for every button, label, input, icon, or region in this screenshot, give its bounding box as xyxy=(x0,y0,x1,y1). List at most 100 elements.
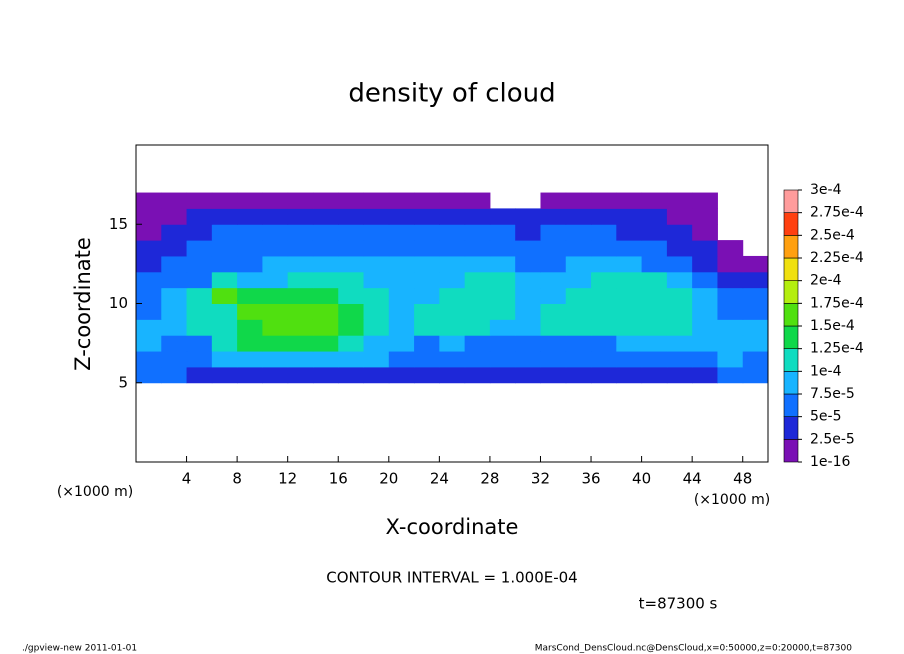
colorbar-label: 5e-5 xyxy=(810,409,841,425)
x-tick-label: 20 xyxy=(379,470,398,488)
heatmap-cell xyxy=(464,224,491,241)
heatmap-cell xyxy=(287,224,314,241)
heatmap-cell xyxy=(540,240,567,257)
heatmap-cell xyxy=(591,319,617,336)
heatmap-cell xyxy=(616,351,643,368)
colorbar-box xyxy=(783,303,799,327)
heatmap-cell xyxy=(565,224,592,241)
heatmap-cell xyxy=(540,271,567,289)
heatmap-cell xyxy=(414,224,440,241)
heatmap-cell xyxy=(641,271,668,289)
heatmap-cell xyxy=(540,319,567,336)
heatmap-cell xyxy=(414,351,440,368)
heatmap-cell xyxy=(287,351,314,368)
colorbar-label: 1.5e-4 xyxy=(810,318,855,334)
heatmap-cell xyxy=(186,366,213,384)
heatmap-cell xyxy=(591,303,617,320)
heatmap-cell xyxy=(439,351,466,368)
heatmap-cell xyxy=(186,351,213,368)
footer-left: ./gpview-new 2011-01-01 xyxy=(22,644,137,654)
heatmap-cell xyxy=(616,319,643,336)
heatmap-cell xyxy=(211,351,238,368)
heatmap-cell xyxy=(591,224,617,241)
x-tick-label: 48 xyxy=(733,470,752,488)
heatmap-cell xyxy=(515,224,541,241)
heatmap-cell xyxy=(237,366,263,384)
heatmap-cell xyxy=(616,366,643,384)
heatmap-cell xyxy=(489,335,516,352)
heatmap-cell xyxy=(363,240,390,257)
heatmap-cell xyxy=(312,303,339,320)
heatmap-cell xyxy=(464,319,491,336)
heatmap-cell xyxy=(439,240,466,257)
heatmap-cell xyxy=(565,240,592,257)
x-unit-label: (×1000 m) xyxy=(694,492,770,508)
heatmap-cell xyxy=(616,192,643,209)
heatmap-cell xyxy=(287,287,314,304)
colorbar-box xyxy=(783,235,799,259)
heatmap-cell xyxy=(211,240,238,257)
x-tick-label: 40 xyxy=(632,470,651,488)
heatmap-cell xyxy=(287,319,314,336)
heatmap-cell xyxy=(439,303,466,320)
heatmap-cell xyxy=(717,287,744,304)
heatmap-cell xyxy=(641,255,668,273)
colorbar-box xyxy=(783,325,799,349)
heatmap-cell xyxy=(211,287,238,304)
heatmap-cell xyxy=(666,208,693,225)
heatmap-cell xyxy=(414,240,440,257)
colorbar-label: 2.5e-4 xyxy=(810,227,855,243)
heatmap-cell xyxy=(338,319,365,336)
heatmap-cell xyxy=(338,351,365,368)
heatmap-cell xyxy=(515,303,541,320)
heatmap-cell xyxy=(312,271,339,289)
heatmap-cell xyxy=(363,351,390,368)
heatmap-cell xyxy=(515,271,541,289)
heatmap-cell xyxy=(136,224,162,241)
heatmap-cell xyxy=(717,319,744,336)
heatmap-cell xyxy=(692,192,718,209)
heatmap-cell xyxy=(338,271,365,289)
heatmap-cell xyxy=(414,335,440,352)
heatmap-cell xyxy=(641,335,668,352)
heatmap-cell xyxy=(666,335,693,352)
heatmap-cell xyxy=(489,255,516,273)
heatmap-cell xyxy=(161,303,188,320)
heatmap-cell xyxy=(439,271,466,289)
heatmap-cell xyxy=(515,240,541,257)
heatmap-cell xyxy=(186,192,213,209)
heatmap-cell xyxy=(186,319,213,336)
footer-right: MarsCond_DensCloud.nc@DensCloud,x=0:5000… xyxy=(535,644,852,654)
heatmap-cell xyxy=(237,319,263,336)
heatmap-cell xyxy=(616,255,643,273)
heatmap-cell xyxy=(742,255,769,273)
heatmap-cell xyxy=(312,208,339,225)
heatmap-cell xyxy=(717,271,744,289)
heatmap-cell xyxy=(161,240,188,257)
heatmap-cell xyxy=(641,319,668,336)
heatmap-cell xyxy=(414,366,440,384)
contour-note: CONTOUR INTERVAL = 1.000E-04 xyxy=(326,569,577,587)
heatmap-cell xyxy=(136,319,162,336)
heatmap-cell xyxy=(565,271,592,289)
heatmap-cell xyxy=(186,255,213,273)
heatmap-cell xyxy=(363,224,390,241)
heatmap-cell xyxy=(742,335,769,352)
heatmap-cell xyxy=(161,192,188,209)
heatmap-cell xyxy=(388,335,415,352)
heatmap-cell xyxy=(540,335,567,352)
heatmap-cell xyxy=(439,319,466,336)
colorbar-box xyxy=(783,416,799,440)
heatmap-cell xyxy=(211,192,238,209)
heatmap-cell xyxy=(717,255,744,273)
y-axis-label: Z-coordinate xyxy=(71,237,95,371)
heatmap-cell xyxy=(464,271,491,289)
heatmap-cell xyxy=(591,351,617,368)
heatmap-cell xyxy=(591,208,617,225)
x-tick-label: 16 xyxy=(329,470,348,488)
heatmap-cell xyxy=(287,335,314,352)
heatmap-cell xyxy=(616,287,643,304)
heatmap-cell xyxy=(338,287,365,304)
heatmap-cell xyxy=(363,208,390,225)
heatmap-cell xyxy=(540,366,567,384)
